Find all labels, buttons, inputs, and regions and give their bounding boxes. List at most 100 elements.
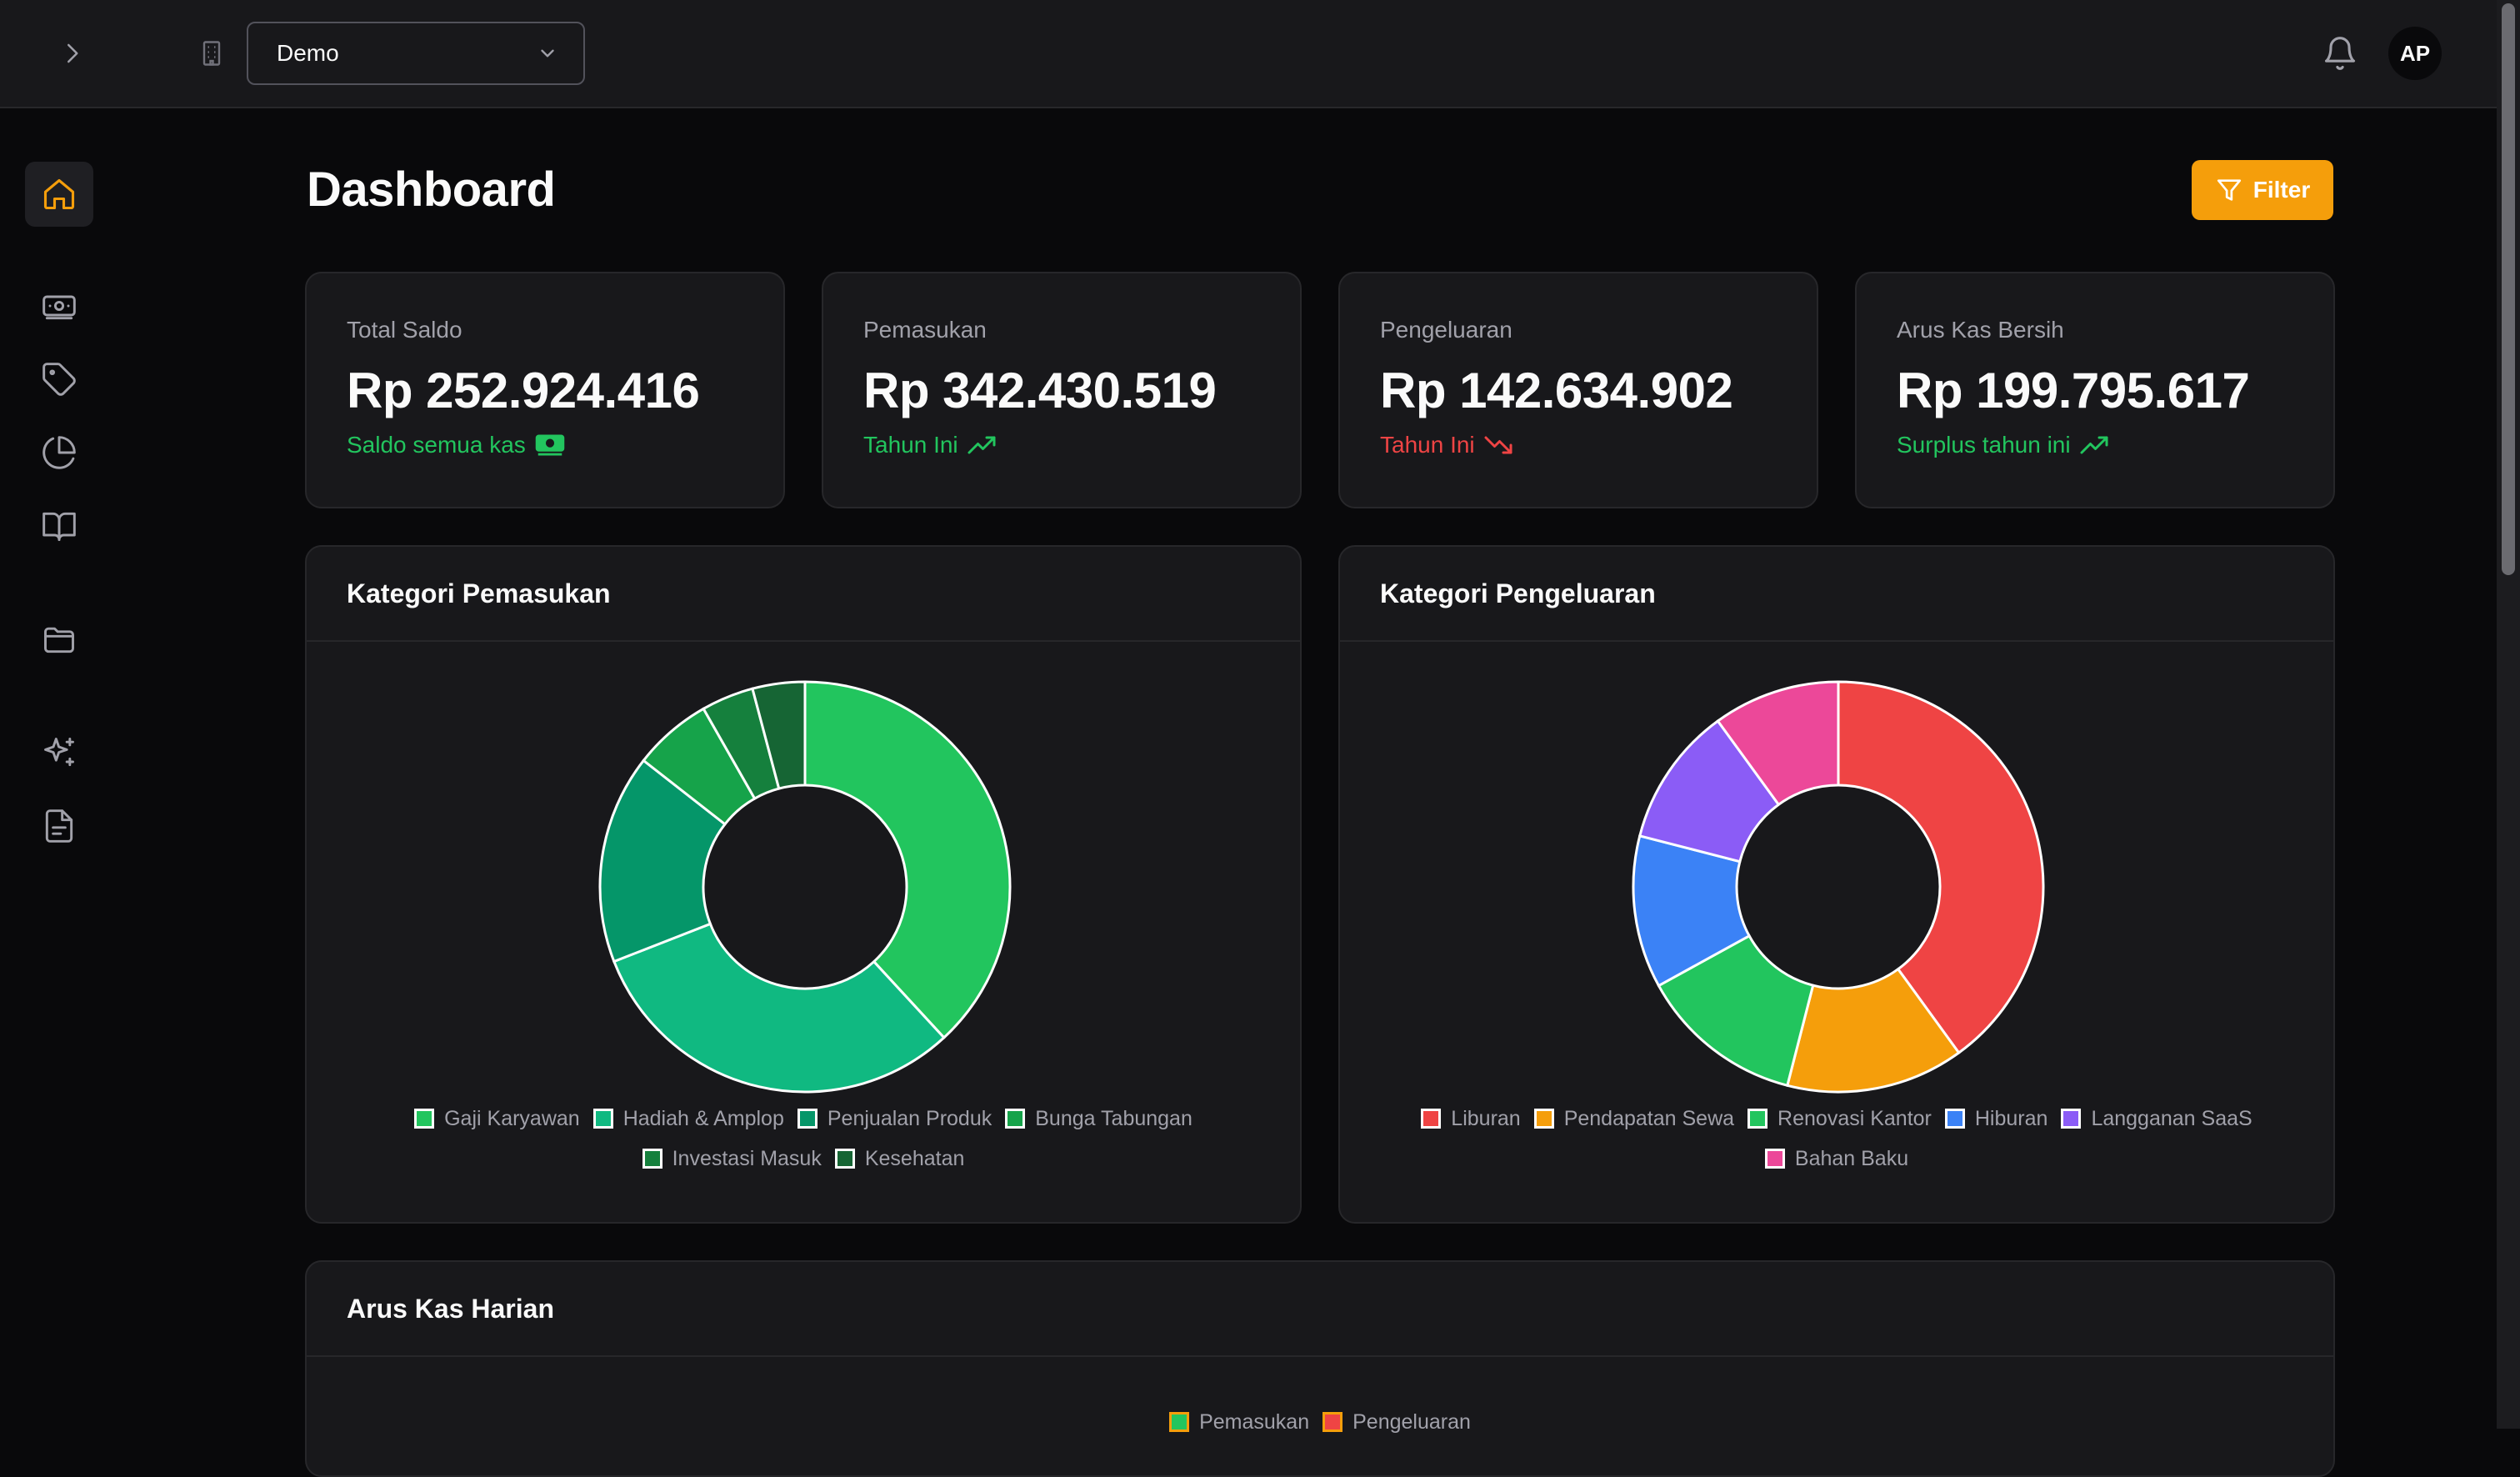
stat-subtitle: Tahun Ini <box>863 432 997 458</box>
legend-item-pengeluaran[interactable]: Pengeluaran <box>1322 1404 1471 1440</box>
legend-item-hiburan[interactable]: Hiburan <box>1944 1100 2048 1137</box>
legend-item-bunga-tabungan[interactable]: Bunga Tabungan <box>1005 1100 1192 1137</box>
legend-label: Bunga Tabungan <box>1035 1107 1192 1130</box>
stat-subtitle-text: Surplus tahun ini <box>1897 432 2071 458</box>
sidebar-item-ledger[interactable] <box>25 493 93 558</box>
legend-label: Pengeluaran <box>1352 1410 1471 1434</box>
sidebar-item-ai[interactable] <box>25 720 93 785</box>
legend-item-pemasukan[interactable]: Pemasukan <box>1169 1404 1309 1440</box>
donut-slice-kesehatan[interactable] <box>751 680 807 790</box>
legend-item-bahan-baku[interactable]: Bahan Baku <box>1764 1140 1909 1177</box>
tag-icon <box>42 363 76 396</box>
donut-slice-pendapatan-sewa[interactable] <box>1785 967 1961 1094</box>
legend-item-liburan[interactable]: Liburan <box>1421 1100 1521 1137</box>
legend-label: Renovasi Kantor <box>1778 1107 1932 1130</box>
trending-up-icon <box>2080 436 2108 454</box>
stat-card-total-saldo: Total Saldo Rp 252.924.416 Saldo semua k… <box>305 272 785 508</box>
legend-label: Investasi Masuk <box>672 1147 822 1170</box>
stat-card-arus-kas-bersih: Arus Kas Bersih Rp 199.795.617 Surplus t… <box>1855 272 2335 508</box>
donut-slice-renovasi-kantor[interactable] <box>1657 934 1815 1088</box>
expense-legend: Liburan Pendapatan Sewa Renovasi Kantor Hib… <box>1340 1100 2333 1180</box>
sidebar-item-home[interactable] <box>25 162 93 227</box>
legend-swatch <box>2061 1109 2082 1129</box>
stat-label: Pengeluaran <box>1380 317 1512 343</box>
chevron-down-icon <box>541 49 554 58</box>
legend-swatch <box>1169 1412 1190 1432</box>
expense-donut-chart <box>1632 680 2045 1094</box>
stat-value: Rp 252.924.416 <box>347 363 700 418</box>
stat-value: Rp 142.634.902 <box>1380 363 1733 418</box>
filter-button[interactable]: Filter <box>2192 160 2333 220</box>
legend-label: Pemasukan <box>1199 1410 1310 1434</box>
cashflow-legend: Pemasukan Pengeluaran <box>307 1404 2333 1444</box>
legend-label: Kesehatan <box>864 1147 965 1170</box>
stat-label: Arus Kas Bersih <box>1897 317 2064 343</box>
legend-swatch <box>797 1109 818 1129</box>
trending-down-icon <box>1484 436 1512 454</box>
trending-up-icon <box>968 436 996 454</box>
stat-value: Rp 342.430.519 <box>863 363 1217 418</box>
legend-label: Liburan <box>1451 1107 1521 1130</box>
donut-slice-hiburan[interactable] <box>1632 834 1752 988</box>
legend-item-gaji-karyawan[interactable]: Gaji Karyawan <box>414 1100 580 1137</box>
sidebar-item-cash[interactable] <box>25 273 93 338</box>
sidebar-item-files[interactable] <box>25 607 93 672</box>
donut-slice-bahan-baku[interactable] <box>1716 680 1840 807</box>
expense-category-panel: Kategori Pengeluaran Liburan Pendapatan S… <box>1338 545 2335 1224</box>
pie-chart-icon <box>42 436 76 469</box>
home-icon <box>43 178 75 210</box>
workspace-select[interactable]: Demo <box>247 22 585 85</box>
legend-label: Hadiah & Amplop <box>622 1107 784 1130</box>
panel-title: Kategori Pemasukan <box>347 578 611 608</box>
legend-swatch <box>414 1109 435 1129</box>
expand-sidebar-button[interactable] <box>52 33 92 73</box>
income-donut-chart <box>598 680 1012 1094</box>
legend-item-langganan-saas[interactable]: Langganan SaaS <box>2061 1100 2252 1137</box>
panel-divider <box>307 1355 2333 1357</box>
sidebar-item-tags[interactable] <box>25 347 93 412</box>
legend-swatch <box>1764 1149 1785 1169</box>
workspace-select-value: Demo <box>277 40 339 66</box>
legend-label: Bahan Baku <box>1794 1147 1909 1170</box>
daily-cashflow-panel: Arus Kas Harian Pemasukan Pengeluaran <box>305 1260 2335 1477</box>
book-open-icon <box>42 512 76 541</box>
stat-card-pemasukan: Pemasukan Rp 342.430.519 Tahun Ini <box>822 272 1302 508</box>
legend-item-renovasi-kantor[interactable]: Renovasi Kantor <box>1748 1100 1932 1137</box>
scrollbar-thumb[interactable] <box>2502 3 2515 575</box>
stat-label: Pemasukan <box>863 317 987 343</box>
income-category-panel: Kategori Pemasukan Gaji Karyawan Hadiah &… <box>305 545 1302 1224</box>
chevron-right-icon <box>68 43 78 63</box>
legend-label: Gaji Karyawan <box>444 1107 580 1130</box>
stat-value: Rp 199.795.617 <box>1897 363 2250 418</box>
panel-divider <box>307 640 1300 642</box>
top-bar: Demo AP <box>0 0 2497 108</box>
panel-title: Kategori Pengeluaran <box>1380 578 1656 608</box>
filter-icon <box>2217 179 2241 201</box>
stat-subtitle: Tahun Ini <box>1380 432 1513 458</box>
sidebar-item-reports[interactable] <box>25 420 93 485</box>
donut-slice-liburan[interactable] <box>1837 680 2045 1055</box>
donut-slice-gaji-karyawan[interactable] <box>803 680 1012 1039</box>
legend-item-pendapatan-sewa[interactable]: Pendapatan Sewa <box>1533 1100 1734 1137</box>
stat-subtitle: Saldo semua kas <box>347 432 566 458</box>
filter-button-label: Filter <box>2252 177 2311 203</box>
legend-swatch <box>1533 1109 1554 1129</box>
legend-item-investasi-masuk[interactable]: Investasi Masuk <box>642 1140 822 1177</box>
page-title: Dashboard <box>307 163 556 217</box>
legend-swatch <box>1322 1412 1343 1432</box>
income-legend: Gaji Karyawan Hadiah & Amplop Penjualan Pr… <box>307 1100 1300 1180</box>
legend-item-hadiah-amplop[interactable]: Hadiah & Amplop <box>592 1100 784 1137</box>
legend-swatch <box>1748 1109 1768 1129</box>
donut-slice-hadiah-amplop[interactable] <box>612 922 946 1094</box>
legend-item-kesehatan[interactable]: Kesehatan <box>834 1140 965 1177</box>
legend-swatch <box>1944 1109 1965 1129</box>
bell-icon[interactable] <box>2322 33 2358 73</box>
donut-slice-penjualan-produk[interactable] <box>598 759 728 964</box>
sidebar-item-documents[interactable] <box>25 794 93 859</box>
legend-label: Hiburan <box>1974 1107 2048 1130</box>
legend-swatch <box>834 1149 855 1169</box>
legend-item-penjualan-produk[interactable]: Penjualan Produk <box>797 1100 992 1137</box>
avatar[interactable]: AP <box>2388 27 2442 80</box>
legend-swatch <box>592 1109 613 1129</box>
legend-swatch <box>1005 1109 1026 1129</box>
